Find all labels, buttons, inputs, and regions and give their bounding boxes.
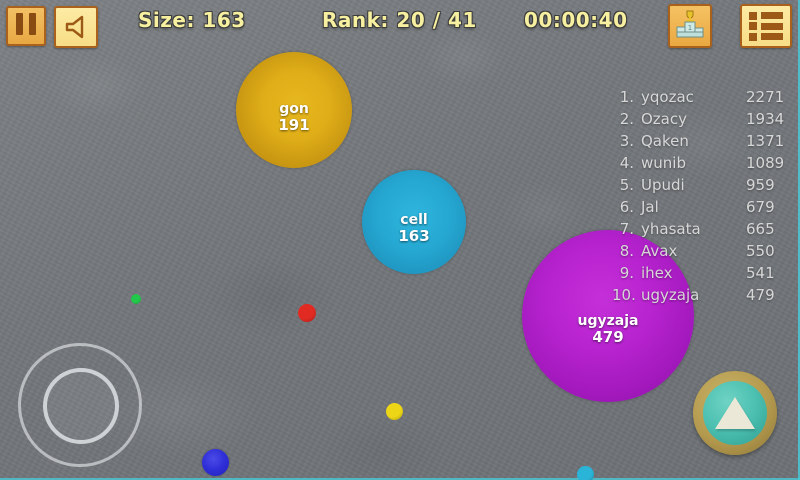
- leaderboard-score: 1371: [746, 132, 785, 150]
- cell-player-name: cell: [400, 212, 428, 229]
- sound-toggle-button[interactable]: [54, 6, 98, 48]
- arena-border-bottom: [0, 478, 800, 480]
- leaderboard-name: ihex: [641, 264, 673, 282]
- menu-list-icon: [749, 9, 783, 43]
- cell-player-label: cell 163: [398, 212, 429, 245]
- cell-ugyzaja-mass: 479: [592, 328, 624, 347]
- leaderboard-score: 1089: [746, 154, 785, 172]
- leaderboard-rank: 5.: [619, 176, 634, 194]
- leaderboard-rank: 3.: [619, 132, 634, 150]
- leaderboard-score: 541: [746, 264, 775, 282]
- leaderboard-button[interactable]: 1: [668, 4, 712, 48]
- pellet-yellow: [386, 403, 403, 420]
- rank-indicator: Rank: 20 / 41: [322, 8, 477, 32]
- cell-player: cell 163: [362, 170, 466, 274]
- menu-button[interactable]: [740, 4, 792, 48]
- leaderboard-name: Upudi: [641, 176, 685, 194]
- leaderboard-rank: 4.: [619, 154, 634, 172]
- leaderboard-name: yhasata: [641, 220, 701, 238]
- leaderboard-name: Avax: [641, 242, 678, 260]
- leaderboard-name: Qaken: [641, 132, 689, 150]
- leaderboard-row: 10. ugyzaja 479: [612, 286, 792, 308]
- leaderboard-row: 6. Jal 679: [612, 198, 792, 220]
- leaderboard-name: Jal: [641, 198, 659, 216]
- leaderboard-score: 665: [746, 220, 775, 238]
- leaderboard-row: 5. Upudi 959: [612, 176, 792, 198]
- cell-gon: gon 191: [236, 52, 352, 168]
- cell-player-mass: 163: [398, 227, 430, 246]
- leaderboard-name: ugyzaja: [641, 286, 700, 304]
- leaderboard-score: 479: [746, 286, 775, 304]
- pellet-green: [131, 294, 141, 304]
- leaderboard-score: 1934: [746, 110, 785, 128]
- leaderboard-score: 959: [746, 176, 775, 194]
- leaderboard-row: 7. yhasata 665: [612, 220, 792, 242]
- leaderboard-rank: 8.: [619, 242, 634, 260]
- leaderboard-score: 550: [746, 242, 775, 260]
- movement-joystick[interactable]: [18, 343, 142, 467]
- leaderboard-row: 9. ihex 541: [612, 264, 792, 286]
- pause-icon: [13, 13, 39, 39]
- action-button[interactable]: [693, 371, 777, 455]
- speaker-icon: [65, 15, 84, 39]
- leaderboard-score: 679: [746, 198, 775, 216]
- action-button-inner: [703, 381, 767, 445]
- leaderboard-rank: 7.: [619, 220, 634, 238]
- leaderboard-rank: 9.: [619, 264, 634, 282]
- cell-gon-mass: 191: [278, 116, 310, 135]
- leaderboard-row: 3. Qaken 1371: [612, 132, 792, 154]
- timer-indicator: 00:00:40: [524, 8, 628, 32]
- pellet-red: [298, 304, 316, 322]
- leaderboard-row: 4. wunib 1089: [612, 154, 792, 176]
- triangle-eject-icon: [715, 397, 755, 429]
- leaderboard-name: wunib: [641, 154, 686, 172]
- cell-gon-name: gon: [279, 101, 309, 118]
- leaderboard-row: 2. Ozacy 1934: [612, 110, 792, 132]
- leaderboard-name: yqozac: [641, 88, 694, 106]
- cell-gon-label: gon 191: [278, 101, 309, 134]
- cell-blue-small: [202, 449, 229, 476]
- leaderboard-name: Ozacy: [641, 110, 687, 128]
- pellet-cyan: [577, 466, 594, 480]
- leaderboard-score: 2271: [746, 88, 785, 106]
- leaderboard-row: 1. yqozac 2271: [612, 88, 792, 110]
- pause-button[interactable]: [6, 6, 46, 46]
- leaderboard-row: 8. Avax 550: [612, 242, 792, 264]
- svg-text:1: 1: [688, 24, 692, 32]
- cell-ugyzaja-name: ugyzaja: [577, 313, 639, 330]
- cell-ugyzaja-label: ugyzaja 479: [578, 313, 639, 346]
- leaderboard-panel: 1. yqozac 2271 2. Ozacy 1934 3. Qaken 1371 4. wuni…: [612, 88, 792, 308]
- leaderboard-rank: 2.: [619, 110, 634, 128]
- leaderboard-rank: 6.: [619, 198, 634, 216]
- joystick-knob[interactable]: [43, 368, 119, 444]
- arena-border-right: [798, 0, 800, 480]
- size-indicator: Size: 163: [138, 8, 246, 32]
- podium-trophy-icon: 1: [676, 10, 704, 38]
- leaderboard-rank: 1.: [619, 88, 634, 106]
- leaderboard-rank: 10.: [612, 286, 636, 304]
